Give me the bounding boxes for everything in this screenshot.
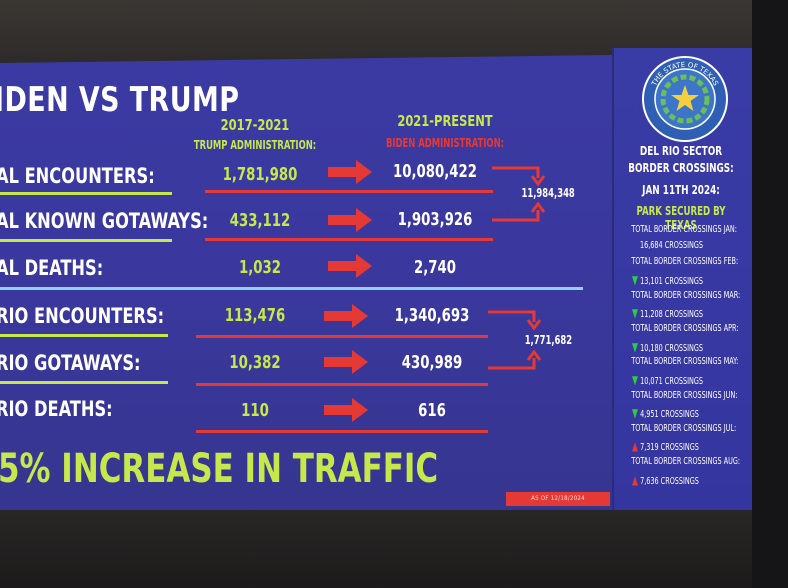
row-underline — [0, 192, 172, 195]
arrow-down-icon: ▼ — [632, 373, 639, 387]
col-right-year: 2021-PRESENT — [397, 112, 493, 130]
panel-park: PARK SECURED BY TEXAS — [636, 204, 726, 232]
slide-main-area — [0, 55, 612, 510]
row-underline — [196, 383, 488, 386]
biden-value-rio-encounters: 1,340,693 — [394, 305, 470, 326]
panel-item-value: ▼ 11,208 CROSSINGS — [630, 306, 709, 320]
panel-item-value: ▼ 4,951 CROSSINGS — [630, 406, 709, 420]
national-total: 11,984,348 — [521, 186, 575, 200]
arrow-down-icon: ▼ — [632, 306, 639, 320]
panel-item-label: TOTAL BORDER CROSSINGS APR: — [631, 323, 739, 334]
panel-item-label: TOTAL BORDER CROSSINGS JUL: — [631, 423, 737, 434]
texas-state-seal-icon: THE STATE OF TEXAS — [642, 56, 728, 142]
biden-value-gotaways: 1,903,926 — [397, 209, 473, 230]
row-label-gotaways: AL KNOWN GOTAWAYS: — [0, 209, 209, 233]
room-wall-bottom — [0, 500, 788, 588]
panel-item-value: ▼ 10,180 CROSSINGS — [630, 340, 709, 354]
panel-item-label: TOTAL BORDER CROSSINGS AUG: — [631, 456, 741, 467]
trump-value-gotaways: 433,112 — [229, 210, 291, 231]
row-underline — [196, 335, 488, 338]
room-dark-edge — [752, 0, 788, 588]
panel-item-value: ▼ 13,101 CROSSINGS — [630, 273, 709, 287]
trump-value-rio-encounters: 113,476 — [224, 305, 286, 326]
del-rio-total: 1,771,682 — [524, 333, 573, 347]
panel-item-label: TOTAL BORDER CROSSINGS MAR: — [631, 290, 741, 301]
biden-value-deaths: 2,740 — [413, 257, 456, 278]
traffic-headline: 5% INCREASE IN TRAFFIC — [0, 446, 439, 492]
row-underline — [0, 239, 172, 242]
arrow-up-icon: ▲ — [632, 473, 639, 487]
arrow-right-icon — [328, 160, 372, 184]
biden-value-rio-gotaways: 430,989 — [401, 352, 463, 373]
arrow-down-icon: ▼ — [632, 340, 639, 354]
row-label-rio-gotaways: RIO GOTAWAYS: — [0, 351, 141, 375]
source-label: AS OF 12/18/2024 — [506, 492, 610, 506]
row-underline — [205, 238, 493, 241]
row-underline — [205, 190, 493, 193]
trump-value-encounters: 1,781,980 — [222, 164, 298, 185]
col-right-sub: BIDEN ADMINISTRATION: — [385, 136, 504, 150]
panel-item-value: 16,684 CROSSINGS — [640, 240, 703, 251]
col-left-sub: TRUMP ADMINISTRATION: — [193, 138, 317, 152]
row-label-rio-deaths: RIO DEATHS: — [0, 397, 113, 421]
panel-item-label: TOTAL BORDER CROSSINGS FEB: — [631, 256, 739, 267]
slide-title: IDEN VS TRUMP — [0, 80, 240, 120]
arrow-up-icon: ▲ — [632, 439, 639, 453]
panel-item-label: TOTAL BORDER CROSSINGS MAY: — [631, 356, 739, 367]
arrow-down-icon: ▼ — [632, 273, 639, 287]
arrow-right-icon — [324, 304, 368, 328]
sum-bracket-icon — [488, 310, 542, 370]
row-label-encounters: AL ENCOUNTERS: — [0, 164, 155, 188]
panel-item-label: TOTAL BORDER CROSSINGS JAN: — [631, 224, 737, 235]
panel-heading: DEL RIO SECTOR BORDER CROSSINGS: — [628, 144, 734, 175]
biden-value-encounters: 10,080,422 — [392, 161, 477, 182]
trump-value-rio-deaths: 110 — [241, 400, 269, 421]
row-label-deaths: AL DEATHS: — [0, 256, 104, 280]
arrow-right-icon — [324, 398, 368, 422]
trump-value-rio-gotaways: 10,382 — [229, 352, 281, 373]
arrow-down-icon: ▼ — [632, 406, 639, 420]
panel-item-value: ▲ 7,319 CROSSINGS — [630, 439, 709, 453]
panel-item-value: ▼ 10,071 CROSSINGS — [630, 373, 709, 387]
arrow-right-icon — [328, 208, 372, 232]
panel-item-value: ▲ 7,636 CROSSINGS — [630, 473, 709, 487]
row-label-rio-encounters: RIO ENCOUNTERS: — [0, 304, 165, 328]
col-left-year: 2017-2021 — [220, 116, 290, 134]
arrow-right-icon — [324, 350, 368, 374]
section-divider — [0, 287, 583, 290]
panel-date: JAN 11TH 2024: — [642, 183, 720, 197]
row-underline — [0, 381, 168, 384]
row-underline — [0, 334, 168, 337]
row-underline — [196, 430, 488, 433]
trump-value-deaths: 1,032 — [238, 257, 281, 278]
biden-value-rio-deaths: 616 — [418, 400, 446, 421]
sum-bracket-icon — [492, 166, 546, 222]
arrow-right-icon — [328, 254, 372, 278]
panel-item-label: TOTAL BORDER CROSSINGS JUN: — [631, 390, 738, 401]
